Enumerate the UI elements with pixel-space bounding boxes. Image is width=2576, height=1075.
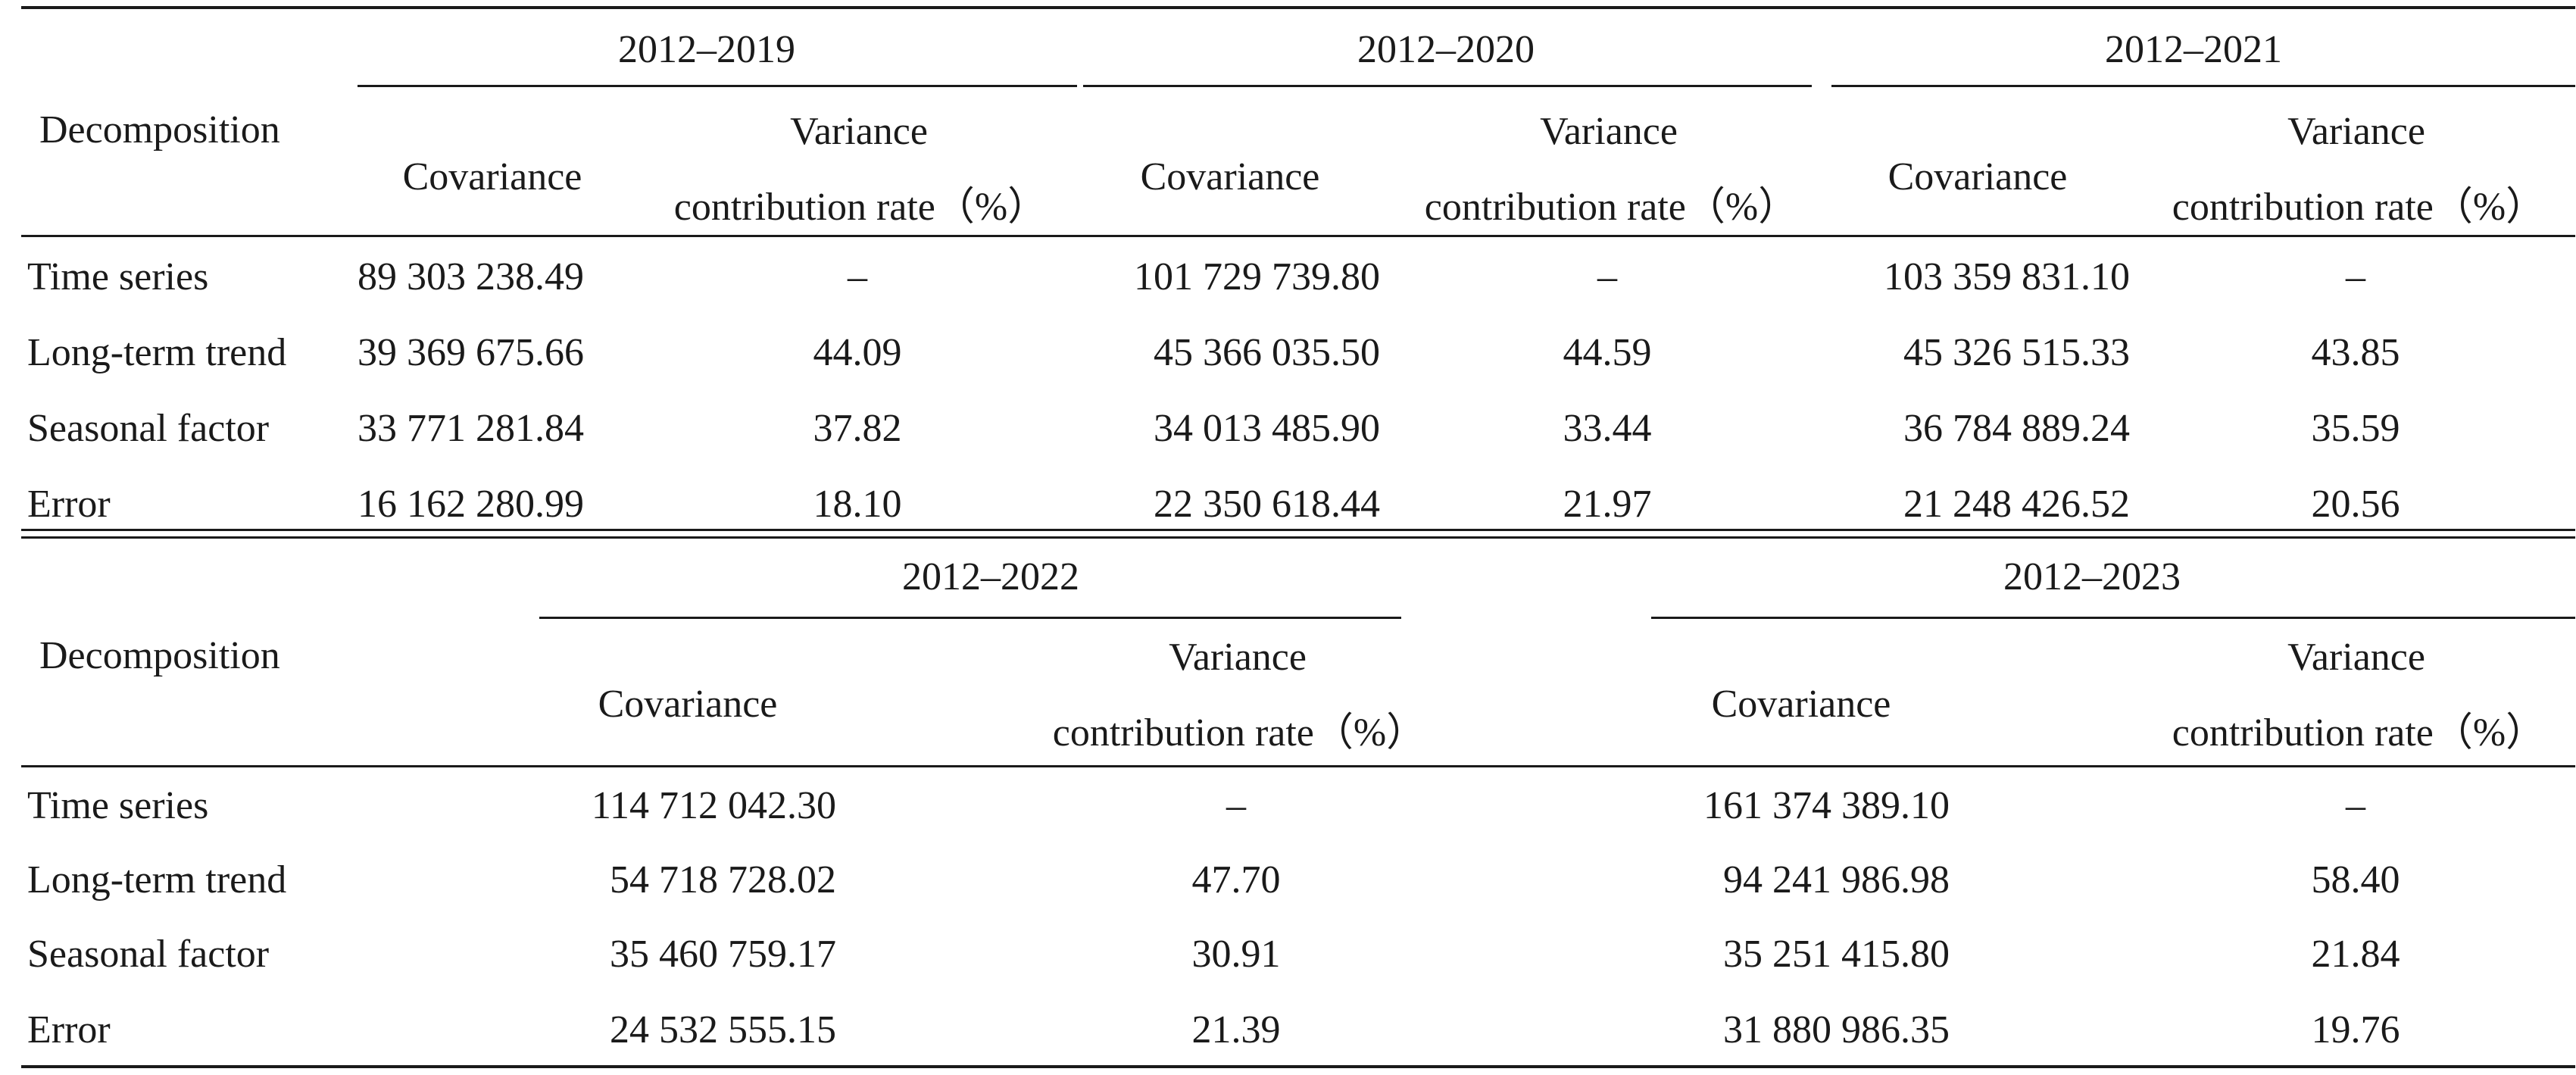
table-cell: 21.84 (2311, 933, 2400, 976)
row-label: Long-term trend (27, 331, 287, 374)
period-header: 2012–2022 (902, 555, 1079, 598)
row-label: Long-term trend (27, 858, 287, 902)
table-cell: 30.91 (1191, 933, 1281, 976)
table-cell: 19.76 (2311, 1008, 2400, 1052)
table-cell: 39 369 675.66 (358, 331, 584, 374)
table-2012-2019-to-2021: Decomposition 2012–2019 2012–2020 2012–2… (21, 6, 2575, 539)
table-cell: 21 248 426.52 (1903, 483, 2130, 526)
table-cell: 22 350 618.44 (1154, 483, 1380, 526)
table-cell: 35 251 415.80 (1723, 933, 1950, 976)
table-cell: – (848, 255, 867, 298)
table-cell: – (1597, 255, 1617, 298)
group-rule-2022 (539, 617, 1401, 619)
variance-header-line1: Variance (1540, 110, 1678, 153)
period-header: 2012–2023 (2003, 555, 2181, 598)
table-2012-2022-to-2023: Decomposition 2012–2022 2012–2023 Covari… (21, 536, 2575, 1070)
group-rule-2023 (1651, 617, 2575, 619)
row-label: Error (27, 1008, 111, 1052)
top-rule (21, 6, 2575, 9)
table-cell: 161 374 389.10 (1703, 784, 1950, 827)
variance-header-line2: contribution rate（%） (2172, 186, 2546, 229)
bottom-rule-1 (21, 529, 2575, 531)
table-cell: 54 718 728.02 (610, 858, 836, 902)
row-label: Time series (27, 784, 209, 827)
table-cell: 18.10 (813, 483, 902, 526)
period-header: 2012–2020 (1357, 28, 1535, 71)
bottom-rule-2 (21, 536, 2575, 539)
table-cell: 103 359 831.10 (1884, 255, 2130, 298)
table-cell: 33 771 281.84 (358, 407, 584, 450)
period-header: 2012–2019 (618, 28, 795, 71)
covariance-header: Covariance (1140, 155, 1320, 198)
period-header: 2012–2021 (2105, 28, 2282, 71)
row-label: Time series (27, 255, 209, 298)
table-cell: 33.44 (1563, 407, 1652, 450)
table-cell: 101 729 739.80 (1134, 255, 1380, 298)
header-rule (21, 765, 2575, 767)
table-cell: 43.85 (2311, 331, 2400, 374)
table-cell: 45 366 035.50 (1154, 331, 1380, 374)
covariance-header: Covariance (402, 155, 582, 198)
table-cell: 21.97 (1563, 483, 1652, 526)
covariance-header: Covariance (1711, 683, 1891, 726)
covariance-header: Covariance (1888, 155, 2068, 198)
row-header: Decomposition (39, 108, 280, 152)
table-cell: 24 532 555.15 (610, 1008, 836, 1052)
table-cell: 44.59 (1563, 331, 1652, 374)
table-cell: 37.82 (813, 407, 902, 450)
variance-header-line1: Variance (2287, 110, 2425, 153)
covariance-header: Covariance (598, 683, 778, 726)
group-rule-2020 (1083, 85, 1812, 87)
row-header: Decomposition (39, 634, 280, 677)
table-cell: 36 784 889.24 (1903, 407, 2130, 450)
table-cell: – (2346, 255, 2365, 298)
variance-header-line2: contribution rate（%） (1424, 186, 1798, 229)
table-cell: – (1226, 784, 1246, 827)
table-cell: 94 241 986.98 (1723, 858, 1950, 902)
row-label: Seasonal factor (27, 933, 270, 976)
table-cell: 34 013 485.90 (1154, 407, 1380, 450)
table-cell: 114 712 042.30 (591, 784, 836, 827)
variance-header-line2: contribution rate（%） (1052, 711, 1426, 755)
table-cell: 45 326 515.33 (1903, 331, 2130, 374)
table-cell: 44.09 (813, 331, 902, 374)
variance-header-line1: Variance (2287, 636, 2425, 679)
table-cell: 21.39 (1191, 1008, 1281, 1052)
row-label: Seasonal factor (27, 407, 270, 450)
row-label: Error (27, 483, 111, 526)
table-cell: 20.56 (2311, 483, 2400, 526)
variance-header-line1: Variance (1169, 636, 1307, 679)
table-cell: 47.70 (1191, 858, 1281, 902)
table-cell: 16 162 280.99 (358, 483, 584, 526)
table-cell: 58.40 (2311, 858, 2400, 902)
variance-header-line2: contribution rate（%） (2172, 711, 2546, 755)
table-cell: 35.59 (2311, 407, 2400, 450)
header-rule (21, 235, 2575, 237)
table-cell: – (2346, 784, 2365, 827)
group-rule-2021 (1831, 85, 2575, 87)
variance-header-line2: contribution rate（%） (673, 186, 1048, 229)
table-cell: 35 460 759.17 (610, 933, 836, 976)
bottom-rule (21, 1065, 2575, 1068)
table-cell: 31 880 986.35 (1723, 1008, 1950, 1052)
group-rule-2019 (358, 85, 1077, 87)
table-cell: 89 303 238.49 (358, 255, 584, 298)
variance-header-line1: Variance (790, 110, 928, 153)
